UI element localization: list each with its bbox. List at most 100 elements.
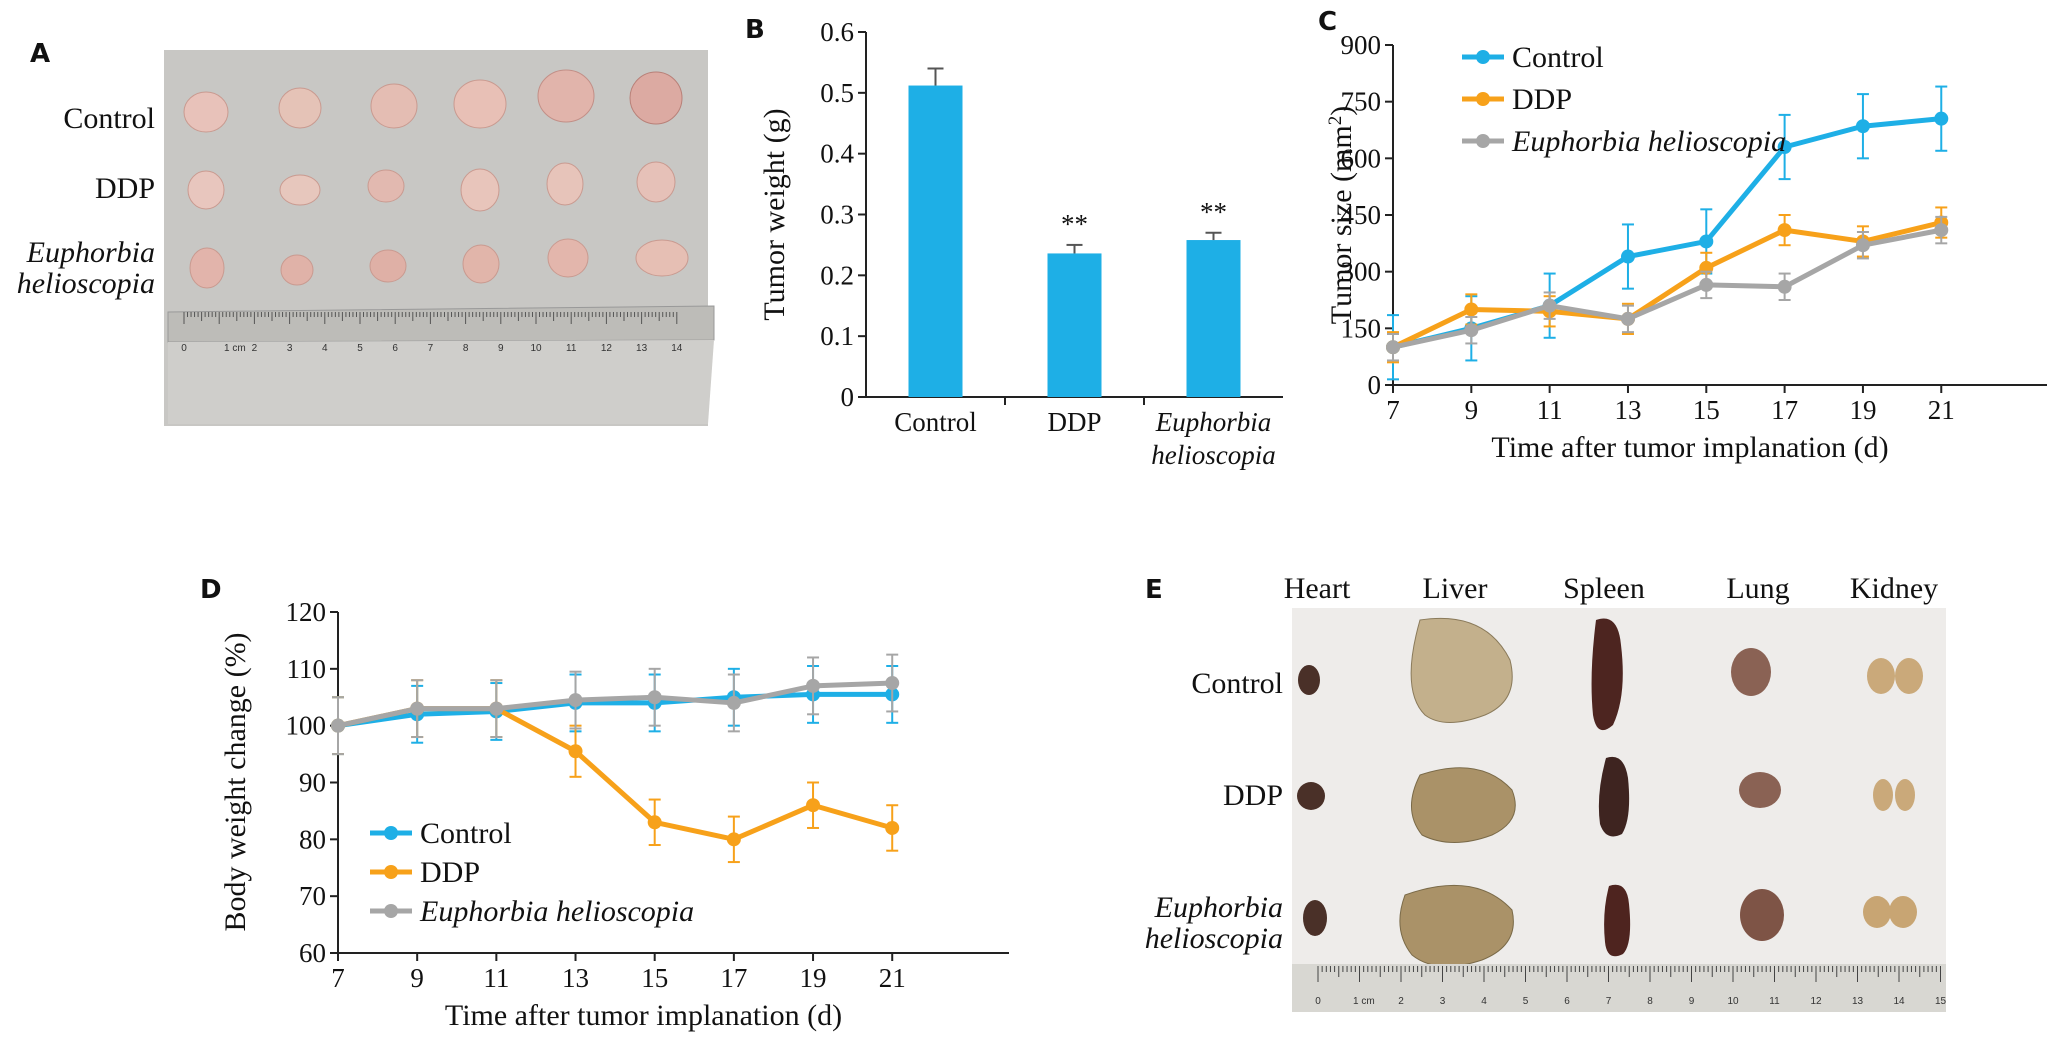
column-label-spleen: Spleen	[1563, 572, 1645, 605]
x-category-label: Control	[894, 407, 977, 437]
organs-euphorbia	[1303, 884, 1917, 967]
y-tick-label: 150	[1341, 313, 1382, 343]
data-point	[568, 744, 583, 759]
column-label-liver: Liver	[1423, 572, 1488, 605]
legend-label: Euphorbia helioscopia	[1511, 125, 1786, 158]
x-tick-label: 11	[483, 963, 509, 993]
legend-marker	[1476, 134, 1490, 148]
ruler-e: 0 2 3 4 5 6 7 8 9 10 11 12 13 14 15 1 cm	[1292, 964, 1946, 1012]
y-tick-label: 0.4	[820, 139, 854, 169]
data-point	[1855, 119, 1870, 134]
series-2	[1386, 215, 1949, 362]
y-tick-label: 110	[287, 654, 327, 684]
data-point	[1855, 238, 1870, 253]
y-tick-label: 0.6	[820, 17, 854, 47]
ruler-number: 6	[1564, 996, 1570, 1007]
x-axis-title: Time after tumor implanation (d)	[445, 999, 842, 1032]
ruler-number: 14	[1893, 996, 1905, 1007]
column-label-lung: Lung	[1726, 572, 1789, 605]
y-tick-label: 60	[299, 938, 326, 968]
ruler-number: 6	[392, 343, 398, 354]
y-axis-title: Body weight change (%)	[219, 632, 252, 931]
tumor-photo-row-control	[183, 69, 683, 133]
ruler-a: 0 2 3 4 5 6 7 8 9 10 11 12 13 14 1 cm	[167, 305, 715, 424]
organ-row-label-ddp: DDP	[1223, 779, 1283, 812]
column-label-kidney: Kidney	[1850, 572, 1938, 605]
ruler-unit-label: 1 cm	[224, 343, 246, 354]
x-tick-label: 7	[331, 963, 345, 993]
x-category-label: DDP	[1047, 407, 1101, 437]
legend-label: Control	[1512, 41, 1604, 74]
ruler-number: 10	[1727, 996, 1739, 1007]
bar-2	[1186, 240, 1241, 397]
row-label-euphorbia-line1: Euphorbia	[26, 236, 155, 269]
legend-marker	[1476, 50, 1490, 64]
series-line	[1391, 220, 1942, 350]
ruler-number: 12	[1810, 996, 1822, 1007]
data-point	[1777, 223, 1792, 238]
ruler-number: 5	[1523, 996, 1529, 1007]
ruler-number: 4	[322, 343, 328, 354]
data-point	[568, 693, 583, 708]
y-tick-label: 120	[286, 597, 327, 627]
legend-label: DDP	[420, 856, 480, 889]
column-label-heart: Heart	[1284, 572, 1351, 605]
x-tick-label: 15	[641, 963, 668, 993]
y-axis-title: Tumor weight (g)	[758, 108, 791, 320]
y-tick-label: 0	[1368, 370, 1382, 400]
panel-e: E Heart Liver Spleen Lung Kidney Control…	[1145, 572, 1946, 1012]
ruler-number: 2	[1398, 996, 1404, 1007]
ruler-number: 9	[1689, 996, 1695, 1007]
series-line	[1392, 227, 1942, 350]
ruler-number: 11	[566, 343, 577, 354]
data-point	[647, 815, 662, 830]
ruler-number: 5	[357, 343, 363, 354]
ruler-number: 7	[428, 343, 434, 354]
data-point	[1386, 340, 1400, 355]
y-tick-label: 900	[1341, 30, 1382, 60]
organs-control	[1298, 617, 1923, 731]
panel-letter-d: D	[200, 575, 222, 605]
data-point	[647, 690, 662, 705]
ruler-number: 7	[1606, 996, 1612, 1007]
bar-0	[908, 85, 963, 398]
row-label-euphorbia-line2: helioscopia	[17, 267, 155, 300]
data-point	[885, 820, 900, 835]
ruler-number: 11	[1769, 996, 1780, 1007]
x-category-label: helioscopia	[1151, 440, 1275, 470]
x-tick-label: 13	[1614, 395, 1641, 425]
organ-row-label-euphorbia-line2: helioscopia	[1145, 922, 1283, 955]
x-tick-label: 11	[1537, 395, 1563, 425]
series-line	[337, 680, 893, 729]
data-point	[726, 832, 741, 847]
legend-marker	[384, 865, 398, 879]
data-point	[1464, 302, 1479, 317]
data-point	[1620, 311, 1635, 326]
x-tick-label: 17	[720, 963, 747, 993]
ruler-number: 8	[1647, 996, 1653, 1007]
panel-d: D 60 70 80 90 100 110 120 7 9 11 13 15 17 19 21 Control…	[200, 575, 1009, 1032]
legend-marker	[1476, 92, 1490, 106]
data-point	[1699, 277, 1714, 292]
legend-label: Euphorbia helioscopia	[419, 895, 694, 928]
panel-letter-b: B	[745, 15, 765, 45]
x-tick-label: 21	[879, 963, 906, 993]
x-axis-title: Time after tumor implanation (d)	[1491, 431, 1888, 464]
ruler-number: 10	[530, 343, 542, 354]
organ-row-label-control: Control	[1191, 667, 1283, 700]
panel-letter-c: C	[1318, 7, 1337, 37]
ruler-number: 13	[636, 343, 648, 354]
tumor-photo-row-ddp	[187, 161, 676, 212]
panel-letter-a: A	[30, 39, 50, 69]
y-tick-label: 750	[1341, 87, 1382, 117]
ruler-number: 13	[1852, 996, 1864, 1007]
legend-label: DDP	[1512, 83, 1572, 116]
tumor-photo-row-euphorbia	[189, 238, 689, 289]
organ-row-label-euphorbia-line1: Euphorbia	[1154, 891, 1283, 924]
x-tick-label: 15	[1693, 395, 1720, 425]
panel-c: C 0 150 300 450 600 750 900 7 9 11 13 15 17 19 21 Contr…	[1318, 7, 2047, 464]
body-weight-line-chart: 60 70 80 90 100 110 120 7 9 11 13 15 17 19 21 Control DD…	[219, 597, 1009, 1032]
series-line	[337, 691, 893, 729]
ruler-number: 0	[1315, 996, 1321, 1007]
